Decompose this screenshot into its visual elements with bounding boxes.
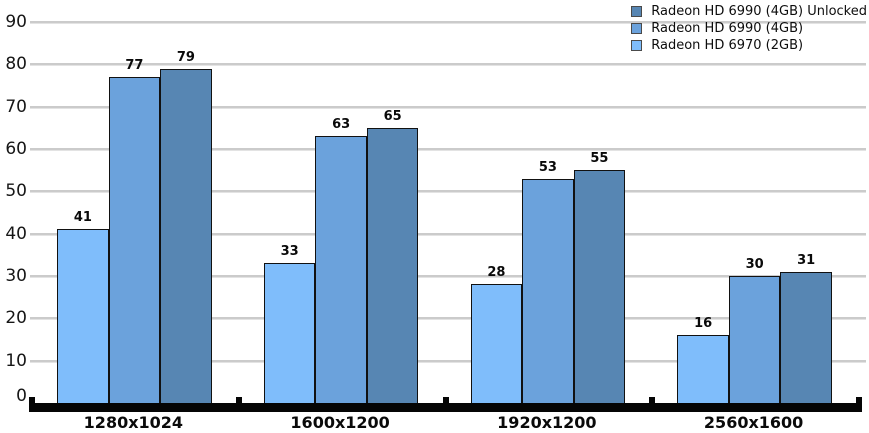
bar-value-label: 79 bbox=[176, 49, 195, 65]
bar-value-label: 16 bbox=[694, 316, 713, 332]
bar-value-label: 41 bbox=[73, 210, 92, 226]
legend-item-1: Radeon HD 6990 (4GB) bbox=[631, 22, 867, 35]
bar-value-label: 77 bbox=[125, 58, 144, 74]
y-tick-label-80: 80 bbox=[5, 54, 27, 75]
gridline-10 bbox=[30, 359, 866, 363]
bar-value-label: 30 bbox=[745, 257, 764, 272]
y-tick-label-60: 60 bbox=[5, 139, 27, 159]
legend-item-2: Radeon HD 6970 (2GB) bbox=[631, 39, 867, 52]
x-axis-tick bbox=[443, 397, 449, 412]
x-axis-tick bbox=[649, 397, 655, 412]
legend-swatch-icon bbox=[631, 40, 643, 51]
gridline-80 bbox=[30, 63, 866, 67]
legend-item-0: Radeon HD 6990 (4GB) Unlocked bbox=[631, 5, 867, 18]
bar-value-label: 31 bbox=[797, 252, 816, 268]
y-tick-label-30: 30 bbox=[5, 266, 27, 286]
gridline-90 bbox=[30, 21, 866, 24]
legend: Radeon HD 6990 (4GB) Unlocked Radeon HD 6… bbox=[631, 5, 867, 56]
y-tick-label-90: 90 bbox=[5, 12, 27, 32]
category-label-1920x1200: 1920x1200 bbox=[497, 413, 597, 432]
gridline-30 bbox=[30, 275, 866, 278]
bar-value-label: 63 bbox=[332, 117, 351, 133]
bar-radeon-hd-6990-4gb--1920x1200 bbox=[522, 178, 574, 403]
bar-radeon-hd-6990-4gb--1600x1200 bbox=[315, 136, 367, 403]
legend-swatch-icon bbox=[631, 6, 643, 17]
bar-radeon-hd-6970-2gb--2560x1600 bbox=[677, 335, 729, 403]
bar-value-label: 33 bbox=[280, 244, 299, 260]
y-tick-label-70: 70 bbox=[5, 96, 27, 117]
gridline-70 bbox=[30, 105, 866, 109]
bar-radeon-hd-6990-4gb-unlocked-1600x1200 bbox=[366, 127, 419, 403]
bar-radeon-hd-6990-4gb-unlocked-2560x1600 bbox=[780, 271, 832, 403]
category-label-2560x1600: 2560x1600 bbox=[703, 413, 804, 432]
bar-radeon-hd-6990-4gb-unlocked-1280x1024 bbox=[160, 68, 212, 403]
y-tick-label-20: 20 bbox=[5, 308, 27, 329]
y-tick-label-10: 10 bbox=[5, 350, 27, 371]
bar-radeon-hd-6970-2gb--1280x1024 bbox=[57, 229, 109, 403]
gridline-50 bbox=[30, 190, 866, 194]
bar-value-label: 55 bbox=[590, 151, 609, 167]
bar-radeon-hd-6990-4gb--2560x1600 bbox=[728, 276, 781, 403]
legend-swatch-icon bbox=[631, 23, 643, 34]
gridline-60 bbox=[30, 148, 866, 151]
x-axis-tick bbox=[236, 397, 242, 412]
category-label-1280x1024: 1280x1024 bbox=[83, 413, 184, 432]
y-tick-label-50: 50 bbox=[5, 181, 27, 202]
x-axis-tick bbox=[856, 397, 862, 412]
gridline-20 bbox=[30, 317, 866, 321]
y-tick-label-0: 0 bbox=[16, 386, 27, 406]
bar-value-label: 28 bbox=[487, 265, 506, 281]
bar-radeon-hd-6970-2gb--1920x1200 bbox=[470, 284, 523, 403]
legend-label: Radeon HD 6970 (2GB) bbox=[651, 38, 804, 53]
x-axis-tick bbox=[29, 397, 35, 412]
bar-radeon-hd-6990-4gb--1280x1024 bbox=[108, 77, 161, 403]
bar-radeon-hd-6990-4gb-unlocked-1920x1200 bbox=[573, 170, 626, 403]
bar-value-label: 65 bbox=[383, 108, 402, 124]
legend-label: Radeon HD 6990 (4GB) Unlocked bbox=[651, 4, 867, 19]
bar-value-label: 53 bbox=[538, 159, 557, 175]
gridline-40 bbox=[30, 232, 866, 236]
legend-label: Radeon HD 6990 (4GB) bbox=[651, 21, 804, 36]
category-label-1600x1200: 1600x1200 bbox=[290, 413, 390, 432]
bar-radeon-hd-6970-2gb--1600x1200 bbox=[263, 263, 316, 403]
y-tick-label-40: 40 bbox=[5, 223, 27, 244]
